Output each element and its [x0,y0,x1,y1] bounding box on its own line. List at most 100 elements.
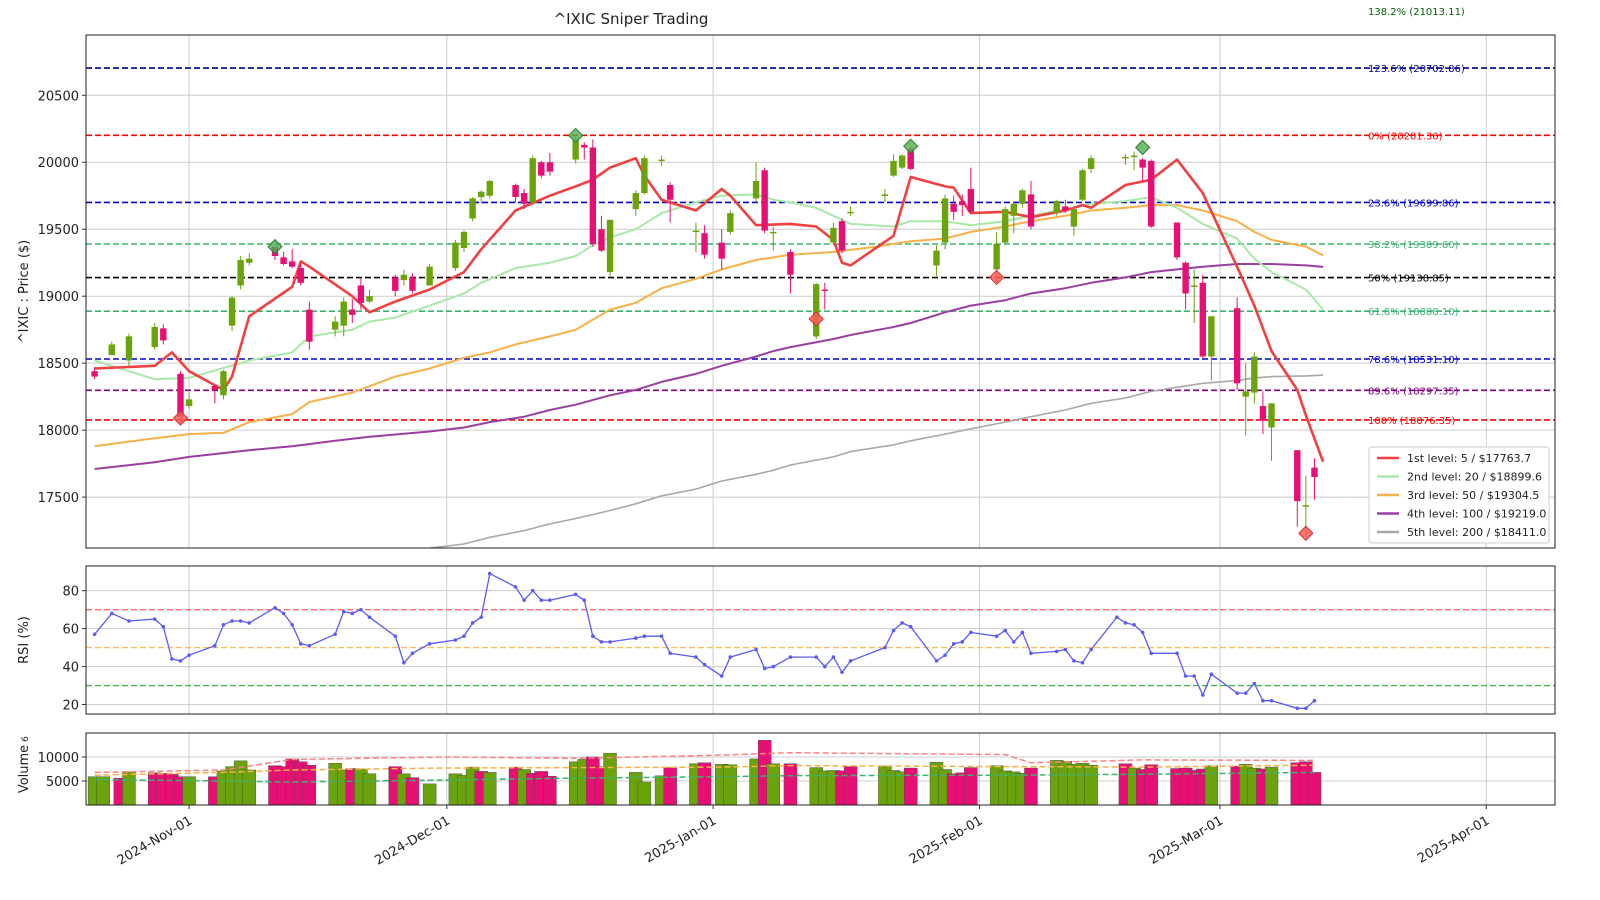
rsi-point [367,615,372,620]
price-plot-area [86,67,1555,548]
volume-bar [697,762,712,806]
volume-bar [362,773,377,806]
rsi-point [822,664,827,669]
rsi-point [1140,630,1145,635]
legend-label: 2nd level: 20 / $18899.6 [1407,471,1542,484]
candle-body [572,139,579,160]
rsi-point [891,628,896,633]
candle-body [1148,160,1155,227]
buy-marker [1298,525,1314,541]
candle-body [1311,467,1318,478]
candle-body [821,289,828,291]
volume-bar [843,766,858,806]
rsi-point [969,630,973,635]
vol-ylabel: Volume [17,745,32,793]
rsi-panel: 20 40 60 80 RSI (%) [17,565,1556,715]
fib-level-label: 23.6% (19699.86) [1368,198,1459,209]
volume-panel: 5000 10000 Volume 6 [17,732,1556,806]
candle-body [237,260,244,286]
rsi-point [1183,674,1188,678]
candle-body [486,180,493,196]
rsi-point [221,623,226,627]
candle-body [967,189,975,212]
candle-body [452,242,459,269]
price-ytick-label: 18500 [38,357,79,372]
candle-body [306,309,313,342]
candle-body [666,185,674,200]
rsi-point [1132,623,1136,627]
candle-body [898,155,906,168]
x-axis: 2024-Nov-01 2024-Dec-01 2025-Jan-01 2025-Fe… [115,805,1492,869]
candle-body [512,185,519,198]
candle-body [400,274,408,281]
rsi-point [1029,651,1033,656]
candle-body [220,371,227,396]
rsi-point [771,664,776,669]
candle-body [477,191,485,198]
candle-body [538,162,545,176]
rsi-point [1149,651,1154,656]
candle-body [1010,203,1017,216]
rsi-point [754,647,758,652]
volume-bar [1204,765,1219,806]
price-ytick-label: 18000 [38,424,79,439]
candle-body [1001,209,1009,243]
rsi-line [94,572,1315,709]
rsi-point [900,621,904,625]
candle-body [185,399,193,407]
price-ytick-label: 20000 [38,156,79,171]
rsi-frame [85,565,1556,715]
rsi-point [960,640,965,644]
volume-bar [1144,764,1158,806]
rsi-point [427,641,432,646]
rsi-point [238,619,243,623]
rsi-point [1003,628,1007,633]
rsi-point [273,605,277,610]
rsi-point [642,634,647,639]
chart-title: ^IXIC Sniper Trading [553,10,709,28]
candle-body [959,201,966,206]
candle-body [581,144,588,148]
rsi-point [1175,651,1179,656]
rsi-point [453,638,458,642]
rsi-point [1192,674,1196,678]
rsi-point [694,655,698,659]
candle-body [787,251,794,275]
rsi-point [548,598,552,602]
candle-body [701,233,708,255]
candle-body [1233,308,1241,384]
volume-bar [637,781,652,806]
candle-body [1302,505,1310,507]
candle-body [331,321,339,330]
legend-label: 3rd level: 50 / $19304.5 [1407,489,1539,502]
rsi-point [1089,647,1093,652]
rsi-point [513,585,518,589]
rsi-point [1072,659,1076,663]
candle-body [933,250,940,266]
sell-marker [902,138,919,154]
rsi-point [1235,691,1239,695]
candle-body [1173,222,1181,258]
candle-body [1122,156,1129,159]
candle-body [1294,450,1301,502]
candle-body [890,160,897,176]
candle-body [1053,201,1060,214]
candle-body [941,198,949,243]
volume-bar [766,763,780,806]
rsi-point [281,611,286,616]
sma-line-2 [94,193,1324,381]
sell-marker [1134,139,1151,156]
rsi-point [994,634,999,639]
rsi-point [1123,621,1128,625]
candle-body [658,159,665,162]
rsi-point [247,621,252,625]
rsi-point [290,623,294,627]
sma-line-1 [94,156,1325,463]
candle-body [1199,282,1206,357]
volume-bar [302,764,317,806]
candle-body [847,211,854,214]
sell-marker [267,238,283,255]
candle-body [349,309,356,315]
candle-body [392,277,399,291]
candle-body [718,242,725,259]
